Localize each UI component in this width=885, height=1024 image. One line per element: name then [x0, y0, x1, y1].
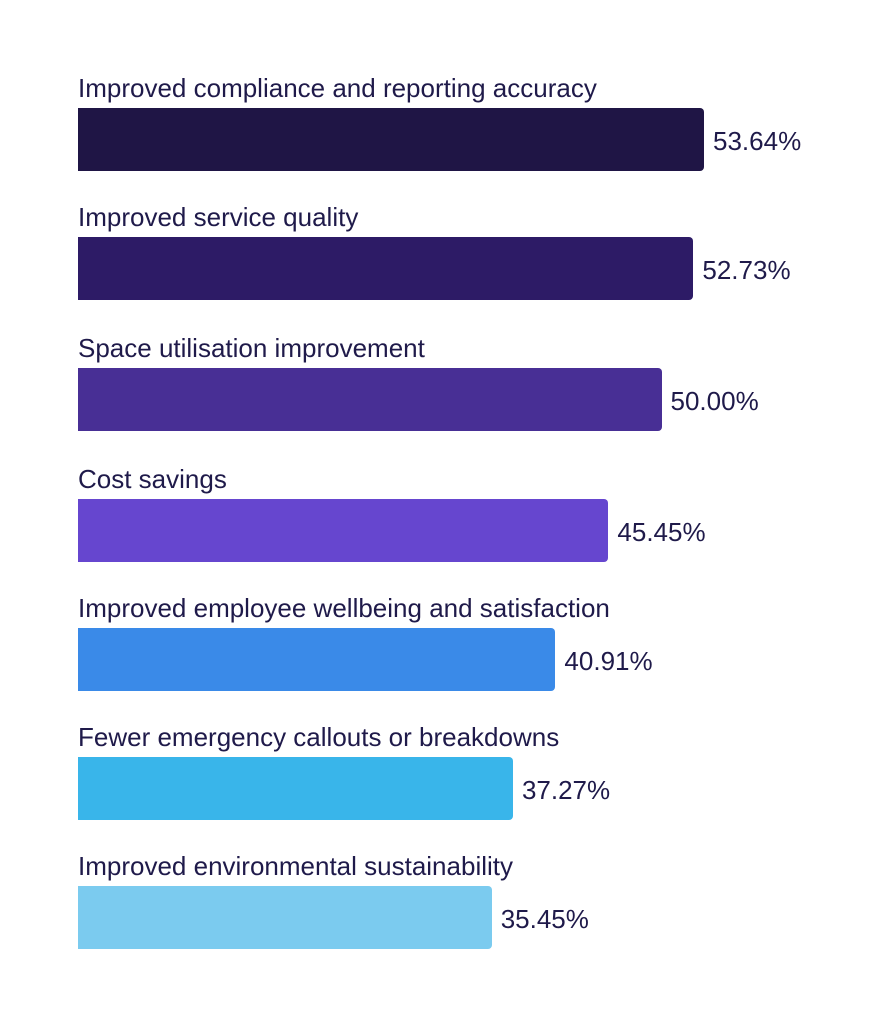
bar — [78, 628, 556, 691]
value-label: 35.45% — [500, 904, 589, 934]
value-label: 37.27% — [521, 775, 611, 805]
bar — [78, 886, 492, 949]
value-label: 45.45% — [617, 517, 706, 547]
category-label: Fewer emergency callouts or breakdowns — [78, 722, 560, 752]
category-label: Improved environmental sustainability — [78, 851, 513, 881]
value-label: 50.00% — [670, 386, 759, 416]
bar — [78, 757, 513, 820]
category-label: Improved employee wellbeing and satisfac… — [78, 593, 610, 623]
bar — [78, 237, 694, 300]
category-label: Improved service quality — [78, 202, 359, 232]
bar — [78, 108, 704, 171]
bar — [78, 499, 609, 562]
value-label: 53.64% — [713, 126, 802, 156]
category-label: Improved compliance and reporting accura… — [78, 73, 597, 103]
value-label: 40.91% — [564, 646, 653, 676]
category-label: Space utilisation improvement — [78, 333, 425, 363]
category-label: Cost savings — [78, 464, 227, 494]
bar — [78, 368, 662, 431]
value-label: 52.73% — [702, 255, 791, 285]
